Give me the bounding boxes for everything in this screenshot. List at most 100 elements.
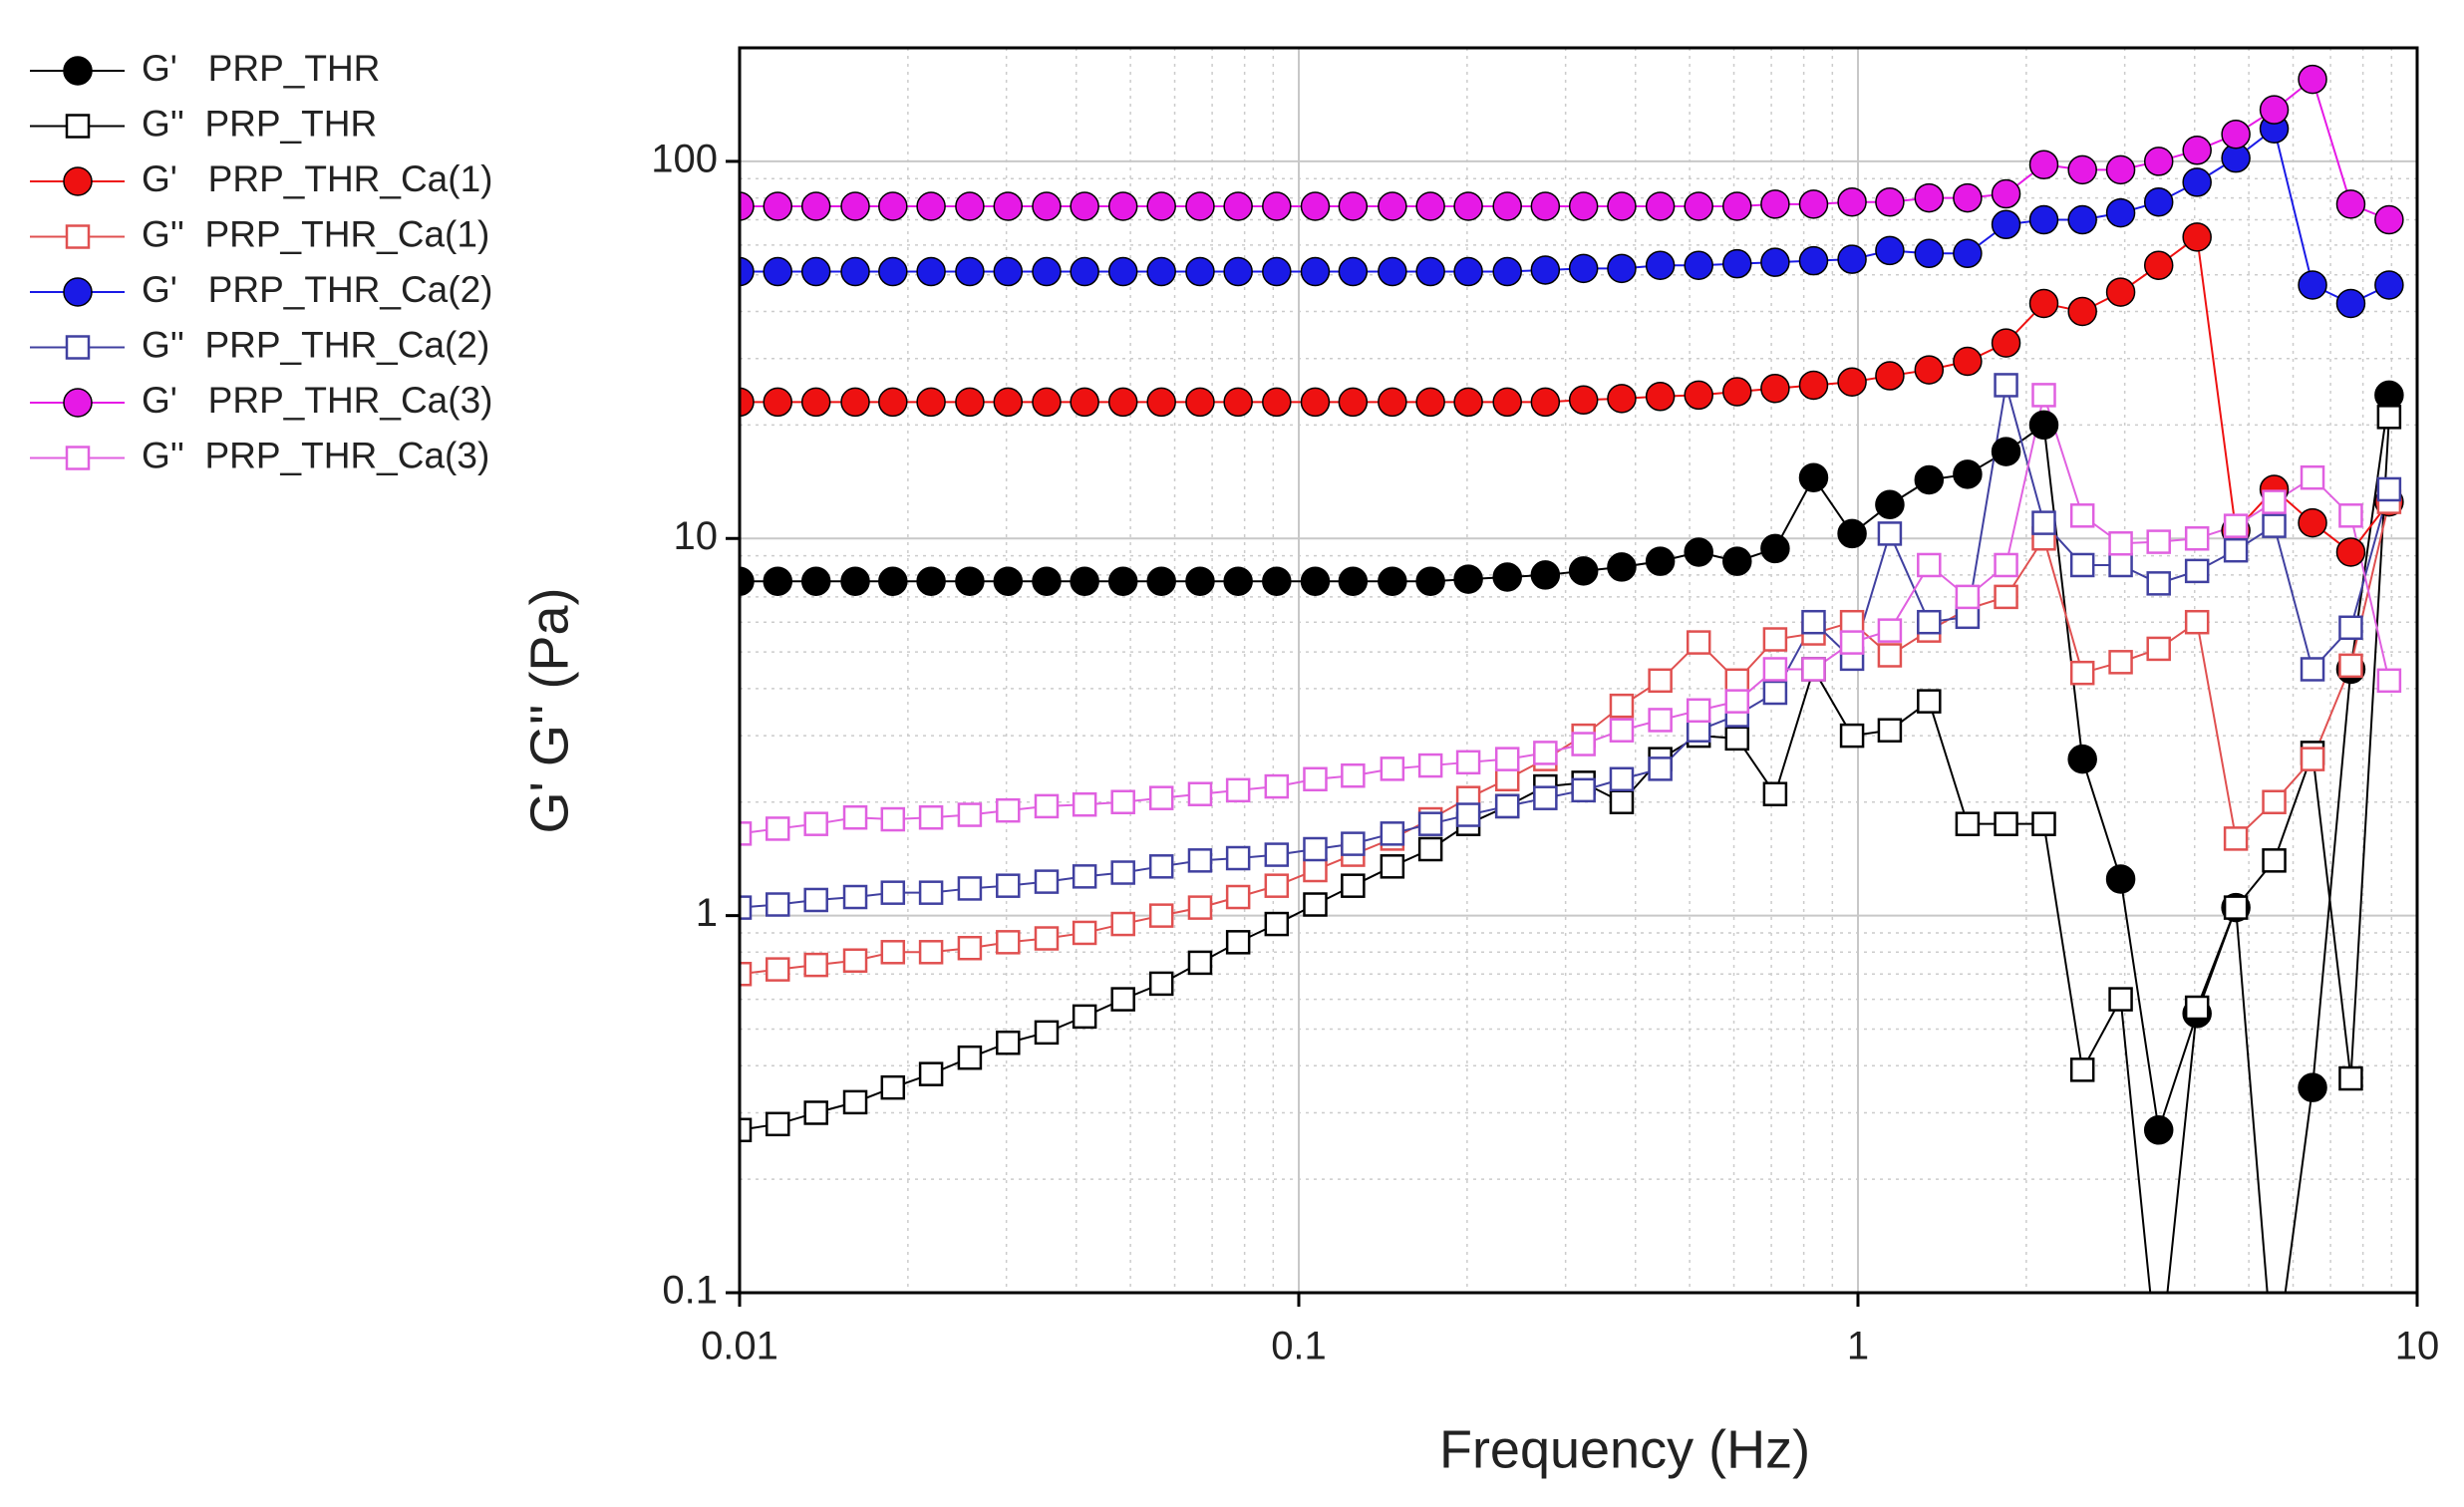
- data-point: [957, 802, 983, 827]
- data-point: [1107, 387, 1138, 418]
- data-point: [2146, 529, 2171, 554]
- data-point: [1187, 848, 1213, 873]
- data-point: [2184, 609, 2210, 635]
- data-point: [1072, 1004, 1097, 1030]
- data-point: [1991, 437, 2021, 466]
- legend-label: G' PRP_THR: [142, 48, 380, 89]
- data-point: [1262, 566, 1292, 596]
- data-point: [763, 566, 793, 596]
- data-point: [1415, 256, 1445, 287]
- data-point: [2067, 296, 2097, 327]
- data-point: [1994, 552, 2018, 578]
- data-point: [1839, 723, 1865, 749]
- data-point: [1762, 657, 1788, 682]
- data-point: [1300, 191, 1331, 221]
- data-point: [1609, 718, 1635, 743]
- data-point: [1837, 244, 1867, 274]
- data-point: [2223, 513, 2249, 538]
- data-point: [2182, 167, 2212, 197]
- data-point: [996, 1030, 1021, 1055]
- data-point: [2028, 410, 2059, 441]
- data-point: [2069, 660, 2095, 686]
- data-point: [800, 256, 831, 287]
- data-point: [1609, 766, 1635, 792]
- data-point: [2031, 383, 2056, 408]
- data-point: [1839, 630, 1865, 655]
- data-point: [1645, 191, 1676, 221]
- data-point: [916, 387, 946, 418]
- data-point: [1645, 382, 1676, 412]
- data-point: [1032, 256, 1062, 287]
- data-point: [2338, 503, 2363, 528]
- data-point: [1955, 584, 1981, 610]
- data-point: [1146, 566, 1176, 596]
- data-point: [1953, 238, 1983, 269]
- data-point: [842, 884, 868, 910]
- data-point: [2376, 476, 2402, 502]
- data-point: [1417, 836, 1443, 862]
- data-point: [1648, 668, 1673, 694]
- data-point: [1875, 186, 1905, 217]
- data-point: [1264, 911, 1290, 937]
- data-point: [1378, 191, 1407, 221]
- data-point: [2184, 526, 2210, 551]
- legend-label: G' PRP_THR_Ca(1): [142, 158, 492, 199]
- data-point: [1837, 367, 1867, 398]
- legend-marker: [65, 224, 91, 249]
- data-point: [955, 256, 985, 287]
- data-point: [842, 1089, 868, 1115]
- data-point: [1455, 802, 1481, 827]
- data-point: [1225, 884, 1251, 910]
- data-point: [1338, 191, 1369, 221]
- data-point: [2376, 668, 2402, 694]
- data-point: [1185, 256, 1215, 287]
- data-point: [955, 387, 985, 418]
- data-point: [918, 940, 944, 965]
- data-point: [1530, 255, 1561, 285]
- legend-marker: [63, 166, 93, 196]
- data-point: [2105, 154, 2136, 185]
- data-point: [2143, 186, 2174, 217]
- data-point: [1571, 777, 1596, 803]
- data-point: [2335, 189, 2366, 219]
- data-point: [1568, 556, 1599, 586]
- data-point: [1034, 793, 1060, 819]
- data-point: [878, 191, 908, 221]
- data-point: [878, 566, 908, 596]
- data-point: [2335, 288, 2366, 319]
- data-point: [1722, 191, 1752, 221]
- data-point: [1070, 191, 1099, 221]
- data-point: [1380, 854, 1405, 879]
- data-point: [800, 566, 831, 596]
- data-point: [1032, 566, 1062, 596]
- data-point: [1801, 609, 1826, 635]
- data-point: [2031, 811, 2056, 836]
- data-point: [1724, 689, 1750, 714]
- data-point: [2143, 250, 2174, 280]
- data-point: [2335, 537, 2366, 567]
- data-point: [2223, 895, 2249, 920]
- data-point: [2069, 1057, 2095, 1082]
- data-point: [1185, 566, 1215, 596]
- data-point: [880, 880, 906, 905]
- y-tick-label: 1: [696, 891, 718, 935]
- data-point: [2182, 222, 2212, 252]
- data-point: [2143, 1115, 2174, 1145]
- data-point: [1148, 903, 1174, 928]
- data-point: [993, 387, 1024, 418]
- data-point: [880, 806, 906, 832]
- data-point: [1303, 766, 1328, 792]
- data-point: [1338, 387, 1369, 418]
- data-point: [1223, 387, 1253, 418]
- data-point: [740, 1117, 753, 1143]
- data-point: [766, 892, 790, 917]
- data-point: [2143, 147, 2174, 176]
- data-point: [2069, 552, 2095, 578]
- data-point: [2182, 136, 2212, 165]
- data-point: [1722, 248, 1752, 279]
- data-point: [2338, 615, 2363, 641]
- legend-marker: [63, 277, 93, 307]
- data-point: [2376, 405, 2402, 430]
- data-point: [1417, 753, 1443, 778]
